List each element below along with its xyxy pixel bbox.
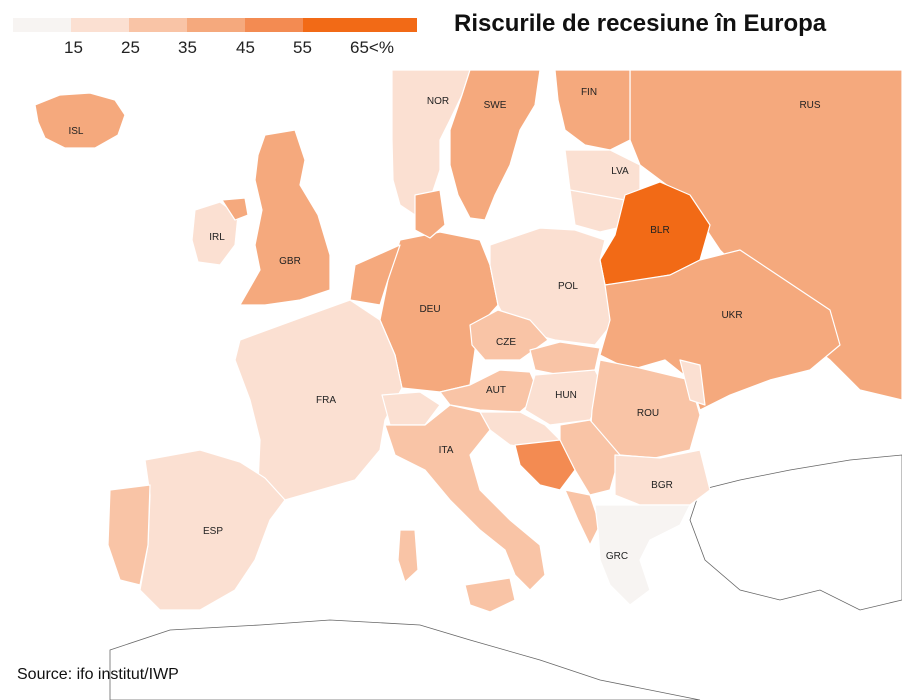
label-BGR: BGR <box>651 480 673 491</box>
country-SWE[interactable] <box>449 69 541 221</box>
legend-swatch-5 <box>303 18 361 32</box>
label-CZE: CZE <box>496 337 516 348</box>
country-GBR-ni <box>221 197 249 221</box>
source-credit: Source: ifo institut/IWP <box>17 666 179 683</box>
country-ALB <box>564 489 601 546</box>
legend-swatch-4 <box>245 18 303 32</box>
legend-swatch-1 <box>71 18 129 32</box>
label-FRA: FRA <box>316 395 336 406</box>
legend-tick-45: 45 <box>236 38 255 57</box>
label-ITA: ITA <box>439 445 454 456</box>
country-ISL[interactable] <box>34 92 126 149</box>
legend-tick-25: 25 <box>121 38 140 57</box>
country-GRC[interactable] <box>594 504 691 606</box>
legend-tick-55: 55 <box>293 38 312 57</box>
legend-tick-35: 35 <box>178 38 197 57</box>
label-FIN: FIN <box>581 87 597 98</box>
label-RUS: RUS <box>799 100 820 111</box>
country-BGR[interactable] <box>614 449 711 506</box>
legend-swatch-0 <box>13 18 71 32</box>
country-GBR[interactable] <box>239 129 331 306</box>
country-BIH[interactable] <box>514 439 576 491</box>
label-DEU: DEU <box>419 304 440 315</box>
country-NLD <box>349 244 401 306</box>
label-LVA: LVA <box>611 166 629 177</box>
country-IRL[interactable] <box>191 201 239 266</box>
label-HUN: HUN <box>555 390 577 401</box>
label-ROU: ROU <box>637 408 659 419</box>
legend-tick-15: 15 <box>64 38 83 57</box>
label-GBR: GBR <box>279 256 301 267</box>
label-UKR: UKR <box>721 310 742 321</box>
country-PRT <box>107 484 151 586</box>
label-AUT: AUT <box>486 385 506 396</box>
country-FRA[interactable] <box>234 299 403 501</box>
label-NOR: NOR <box>427 96 449 107</box>
label-BLR: BLR <box>650 225 669 236</box>
legend-swatch-3 <box>187 18 245 32</box>
label-GRC: GRC <box>606 551 628 562</box>
country-CHE <box>381 391 441 426</box>
label-ISL: ISL <box>68 126 83 137</box>
label-SWE: SWE <box>484 100 507 111</box>
map-title: Riscurile de recesiune în Europa <box>454 10 827 37</box>
legend-tick-65: 65<% <box>350 38 394 57</box>
non-covered-land-africa <box>109 619 701 700</box>
country-DNK <box>414 189 446 239</box>
non-covered-land-turkey <box>689 454 902 611</box>
country-ITA[interactable] <box>384 404 546 591</box>
country-ITA-sicily <box>464 577 516 613</box>
label-POL: POL <box>558 281 578 292</box>
legend-swatch-6 <box>361 18 417 32</box>
country-LTU <box>569 189 631 233</box>
label-ESP: ESP <box>203 526 223 537</box>
legend-swatch-2 <box>129 18 187 32</box>
label-IRL: IRL <box>209 232 225 243</box>
country-MDA <box>679 359 706 406</box>
country-FIN[interactable] <box>554 69 631 151</box>
country-ITA-sardinia <box>397 529 419 583</box>
